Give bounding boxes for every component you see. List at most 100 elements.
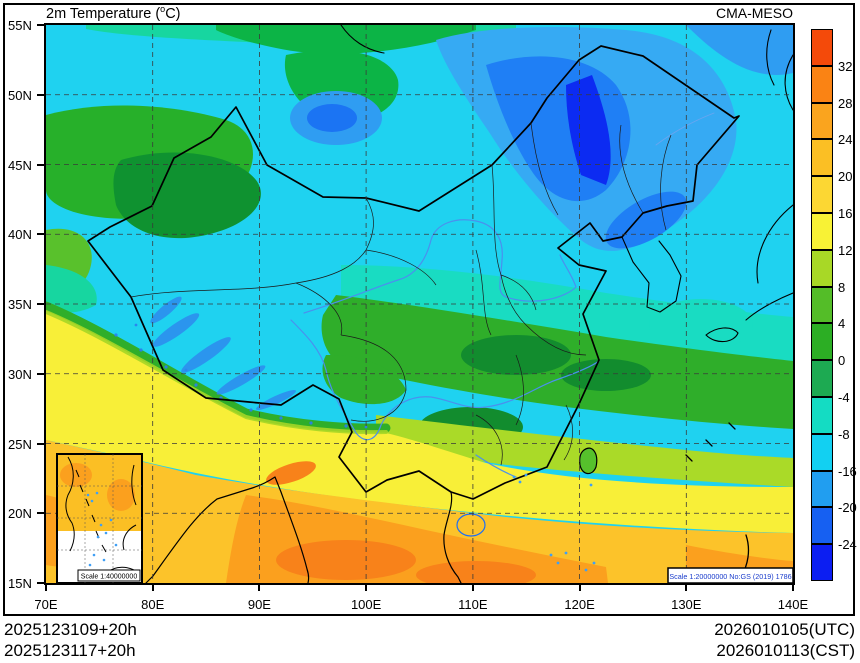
lon-axis-label: 140E bbox=[777, 597, 809, 612]
colorbar-segment bbox=[811, 176, 833, 213]
lat-axis-label: 20N bbox=[8, 506, 32, 522]
lat-axis-label: 35N bbox=[8, 297, 32, 312]
colorbar-tick-label: 16 bbox=[838, 206, 853, 221]
province-borders bbox=[130, 122, 672, 466]
lon-tick bbox=[471, 585, 474, 591]
lon-axis-label: 90E bbox=[247, 597, 271, 612]
yellow-river bbox=[303, 219, 577, 314]
valid-time-block: 2026010105(UTC) 2026010113(CST) bbox=[714, 619, 855, 661]
ryukyu-islands bbox=[685, 422, 750, 578]
lat-tick bbox=[37, 582, 44, 584]
northeast-cold-pool bbox=[436, 25, 793, 251]
lon-axis-label: 110E bbox=[458, 597, 488, 612]
japan-coast bbox=[705, 204, 793, 343]
page-title: 2m Temperature (oC) bbox=[46, 4, 181, 22]
lon-axis-label: 130E bbox=[671, 597, 702, 612]
colorbar-segment bbox=[811, 433, 833, 471]
colorbar-tick-label: -8 bbox=[838, 426, 850, 442]
valid-time-line: 2026010113(CST) bbox=[716, 641, 855, 660]
init-time-line: 2025123117+20h bbox=[4, 641, 136, 660]
valid-time-line: 2026010105(UTC) bbox=[714, 620, 855, 639]
lat-axis-label: 25N bbox=[8, 436, 32, 452]
title-unit: C) bbox=[165, 5, 181, 22]
colorbar-tick-label: 24 bbox=[838, 132, 853, 148]
colorbar-segment bbox=[811, 360, 833, 397]
colorbar-segment bbox=[811, 29, 833, 66]
colorbar-segment bbox=[811, 470, 833, 508]
lat-axis-label: 50N bbox=[8, 87, 32, 103]
colorbar-tick-label: -4 bbox=[838, 390, 850, 405]
island-specks bbox=[512, 473, 596, 572]
title-text: 2m Temperature ( bbox=[46, 5, 161, 22]
colorbar-segment bbox=[811, 102, 833, 140]
mongolia-cold-spot bbox=[290, 91, 382, 145]
lat-axis-label: 55N bbox=[8, 18, 32, 33]
colorbar-segment bbox=[811, 65, 833, 103]
china-temperature-map: Scale 1:40000000 Scale 1:20000000 No:GS … bbox=[46, 25, 793, 583]
country-borders bbox=[87, 25, 793, 583]
lon-tick bbox=[791, 585, 794, 591]
temperature-colorbar bbox=[811, 29, 833, 581]
lat-axis-label: 40N bbox=[8, 227, 32, 243]
colorbar-segment bbox=[811, 544, 833, 581]
outer-frame bbox=[3, 3, 855, 616]
songhua-river bbox=[655, 112, 715, 146]
init-time-line: 2025123109+20h bbox=[4, 620, 137, 639]
lon-axis-label: 120E bbox=[564, 597, 595, 612]
colorbar-tick-label: -20 bbox=[838, 500, 857, 516]
lat-tick bbox=[37, 372, 44, 375]
lat-tick bbox=[37, 442, 44, 445]
colorbar-tick-label: 12 bbox=[838, 242, 853, 258]
russia-coast bbox=[340, 25, 793, 111]
lon-tick bbox=[258, 585, 261, 591]
model-name-label: CMA-MESO bbox=[716, 5, 793, 21]
lon-tick bbox=[45, 585, 47, 591]
rivers bbox=[290, 112, 715, 478]
graticule bbox=[46, 25, 793, 583]
colorbar-tick-label: 32 bbox=[838, 58, 853, 74]
colorbar-tick-label: 8 bbox=[838, 279, 846, 295]
korea-coast bbox=[621, 236, 682, 313]
colorbar-segment bbox=[811, 323, 833, 361]
lat-tick bbox=[37, 93, 44, 96]
colorbar-tick-label: 28 bbox=[838, 95, 853, 111]
lat-tick bbox=[37, 303, 44, 305]
colorbar-tick-label: -16 bbox=[838, 463, 857, 479]
colorbar-segment bbox=[811, 396, 833, 434]
colorbar-tick-label: 4 bbox=[838, 316, 846, 332]
lon-axis-label: 80E bbox=[141, 597, 165, 612]
hainan-island bbox=[456, 513, 486, 537]
map-canvas: Scale 1:40000000 Scale 1:20000000 No:GS … bbox=[44, 23, 795, 585]
degree-symbol: o bbox=[160, 4, 166, 14]
south-china-sea-inset: Scale 1:40000000 bbox=[56, 453, 143, 583]
lat-tick bbox=[37, 512, 44, 515]
lat-axis-label: 30N bbox=[8, 366, 32, 382]
colorbar-segment bbox=[811, 286, 833, 324]
colorbar-segment bbox=[811, 249, 833, 287]
map-scale-box: Scale 1:20000000 No:GS (2019) 1786 bbox=[667, 567, 793, 583]
map-scale-label: Scale 1:20000000 No:GS (2019) 1786 bbox=[669, 572, 791, 581]
china-border bbox=[87, 45, 740, 500]
colorbar-tick-label: 0 bbox=[838, 353, 846, 369]
yangtze-river bbox=[290, 319, 600, 441]
lat-axis-label: 15N bbox=[8, 576, 32, 591]
lon-axis-label: 100E bbox=[350, 597, 382, 612]
himalaya-fringe bbox=[46, 301, 391, 435]
colorbar-tick-label: 20 bbox=[838, 169, 853, 185]
lat-axis-label: 45N bbox=[8, 157, 32, 173]
lon-axis-label: 70E bbox=[34, 597, 58, 612]
colorbar-segment bbox=[811, 507, 833, 545]
lon-tick bbox=[578, 585, 581, 591]
inset-scale-label: Scale 1:40000000 bbox=[81, 574, 138, 581]
lon-tick bbox=[151, 585, 154, 591]
indochina-coast bbox=[145, 476, 462, 583]
lon-tick bbox=[685, 585, 688, 591]
lon-tick bbox=[365, 585, 368, 591]
lat-tick bbox=[37, 233, 44, 236]
init-time-block: 2025123109+20h 2025123117+20h bbox=[4, 619, 137, 661]
colorbar-tick-label: -24 bbox=[838, 537, 857, 553]
plateau-cold-streaks bbox=[150, 296, 297, 410]
lat-tick bbox=[37, 24, 44, 26]
colorbar-segment bbox=[811, 139, 833, 177]
